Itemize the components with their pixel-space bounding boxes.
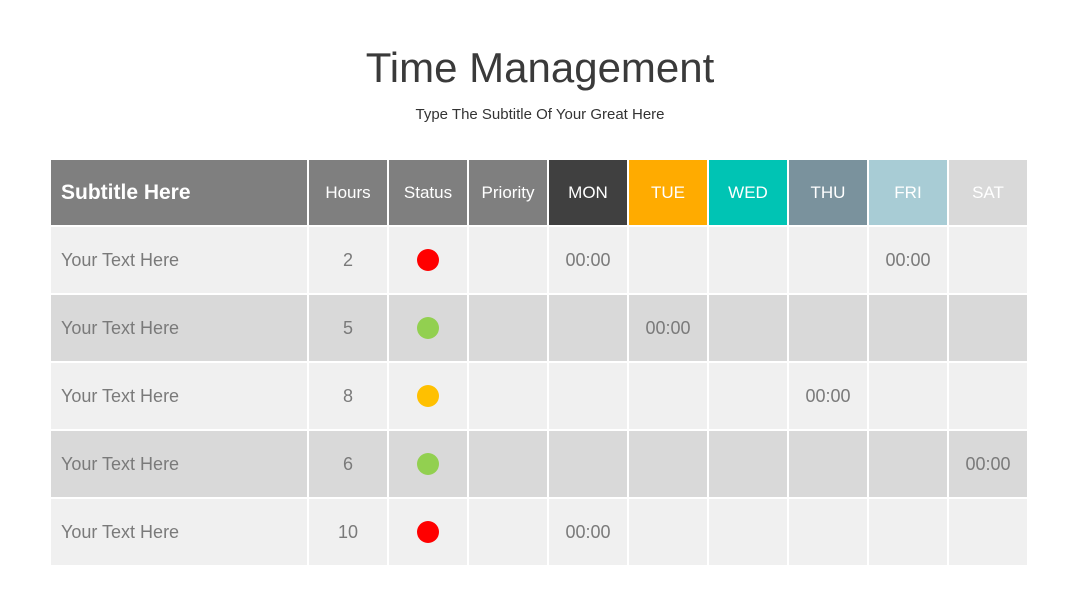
time-cell bbox=[949, 227, 1027, 293]
time-cell bbox=[869, 499, 947, 565]
status-cell bbox=[389, 431, 467, 497]
time-cell bbox=[789, 227, 867, 293]
row-label: Your Text Here bbox=[51, 431, 307, 497]
time-cell bbox=[869, 295, 947, 361]
time-cell bbox=[789, 499, 867, 565]
priority-cell bbox=[469, 499, 547, 565]
time-cell bbox=[709, 363, 787, 429]
row-label: Your Text Here bbox=[51, 227, 307, 293]
priority-cell bbox=[469, 363, 547, 429]
status-cell bbox=[389, 499, 467, 565]
hours-cell: 5 bbox=[309, 295, 387, 361]
time-cell bbox=[789, 295, 867, 361]
time-cell: 00:00 bbox=[949, 431, 1027, 497]
subtitle: Type The Subtitle Of Your Great Here bbox=[415, 106, 665, 123]
time-cell bbox=[629, 499, 707, 565]
hours-cell: 2 bbox=[309, 227, 387, 293]
time-cell: 00:00 bbox=[629, 295, 707, 361]
time-cell bbox=[709, 499, 787, 565]
time-cell bbox=[869, 431, 947, 497]
status-dot bbox=[417, 521, 439, 543]
column-header: Priority bbox=[469, 160, 547, 225]
priority-cell bbox=[469, 295, 547, 361]
status-cell bbox=[389, 227, 467, 293]
time-cell bbox=[629, 227, 707, 293]
status-cell bbox=[389, 363, 467, 429]
hours-cell: 6 bbox=[309, 431, 387, 497]
schedule-table: Subtitle Here Hours Status Priority MON TUE WE… bbox=[51, 160, 1027, 565]
column-header: Hours bbox=[309, 160, 387, 225]
time-cell bbox=[629, 363, 707, 429]
column-header: THU bbox=[789, 160, 867, 225]
status-cell bbox=[389, 295, 467, 361]
time-cell bbox=[789, 431, 867, 497]
time-cell bbox=[709, 227, 787, 293]
time-cell: 00:00 bbox=[549, 227, 627, 293]
column-header: TUE bbox=[629, 160, 707, 225]
status-dot bbox=[417, 249, 439, 271]
time-cell bbox=[949, 295, 1027, 361]
hours-cell: 8 bbox=[309, 363, 387, 429]
time-cell: 00:00 bbox=[789, 363, 867, 429]
row-label: Your Text Here bbox=[51, 295, 307, 361]
status-dot bbox=[417, 385, 439, 407]
status-dot bbox=[417, 453, 439, 475]
column-header: Status bbox=[389, 160, 467, 225]
time-cell bbox=[949, 363, 1027, 429]
status-dot bbox=[417, 317, 439, 339]
time-cell bbox=[549, 431, 627, 497]
time-cell bbox=[949, 499, 1027, 565]
time-cell bbox=[869, 363, 947, 429]
column-header: SAT bbox=[949, 160, 1027, 225]
time-cell bbox=[549, 295, 627, 361]
time-cell: 00:00 bbox=[549, 499, 627, 565]
column-header: WED bbox=[709, 160, 787, 225]
column-header: MON bbox=[549, 160, 627, 225]
time-cell: 00:00 bbox=[869, 227, 947, 293]
time-cell bbox=[709, 431, 787, 497]
priority-cell bbox=[469, 227, 547, 293]
column-header: Subtitle Here bbox=[51, 160, 307, 225]
time-cell bbox=[629, 431, 707, 497]
title: Time Management bbox=[365, 44, 715, 91]
row-label: Your Text Here bbox=[51, 363, 307, 429]
hours-cell: 10 bbox=[309, 499, 387, 565]
time-cell bbox=[709, 295, 787, 361]
column-header: FRI bbox=[869, 160, 947, 225]
row-label: Your Text Here bbox=[51, 499, 307, 565]
priority-cell bbox=[469, 431, 547, 497]
time-cell bbox=[549, 363, 627, 429]
